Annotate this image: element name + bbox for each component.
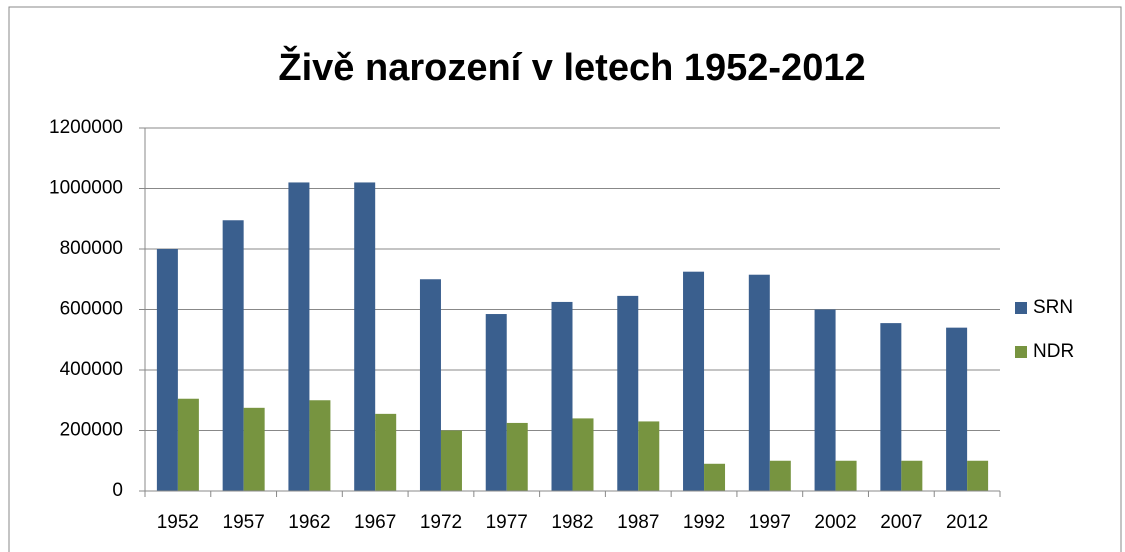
bar xyxy=(572,418,594,491)
bar xyxy=(967,460,989,491)
x-tick-label: 1992 xyxy=(683,512,725,533)
bar xyxy=(440,430,462,491)
bar xyxy=(835,460,857,491)
bar xyxy=(880,323,902,491)
bar xyxy=(704,463,726,491)
y-tick-label: 1000000 xyxy=(49,178,123,199)
x-tick-label: 2007 xyxy=(880,512,922,533)
bar xyxy=(506,422,528,491)
y-tick-label: 200000 xyxy=(60,420,123,441)
x-tick-label: 1952 xyxy=(157,512,199,533)
bar xyxy=(683,271,705,491)
chart-title: Živě narození v letech 1952-2012 xyxy=(278,45,865,89)
x-tick-label: 1972 xyxy=(420,512,462,533)
bar xyxy=(769,460,791,491)
y-tick-label: 400000 xyxy=(60,359,123,380)
y-tick-label: 800000 xyxy=(60,238,123,259)
x-tick-label: 1957 xyxy=(223,512,265,533)
bar xyxy=(222,220,244,491)
x-tick-label: 1962 xyxy=(288,512,330,533)
x-tick-label: 1997 xyxy=(749,512,791,533)
x-tick-label: 1967 xyxy=(354,512,396,533)
bar xyxy=(243,407,265,491)
bar xyxy=(748,274,770,491)
x-tick-label: 1982 xyxy=(551,512,593,533)
bar xyxy=(551,301,573,491)
x-tick-label: 2002 xyxy=(814,512,856,533)
bar xyxy=(946,327,968,491)
bar xyxy=(177,398,199,491)
bar xyxy=(354,182,376,491)
y-tick-label: 600000 xyxy=(60,299,123,320)
bar xyxy=(375,413,397,491)
x-tick-label: 2012 xyxy=(946,512,988,533)
y-tick-label: 0 xyxy=(112,480,123,501)
bar xyxy=(901,460,923,491)
x-tick-label: 1987 xyxy=(617,512,659,533)
bar xyxy=(419,279,441,491)
legend-label: NDR xyxy=(1033,341,1074,362)
bar xyxy=(617,295,639,491)
bar xyxy=(309,400,331,491)
bar xyxy=(638,421,660,491)
x-tick-label: 1977 xyxy=(486,512,528,533)
bar xyxy=(288,182,310,491)
legend-swatch xyxy=(1015,346,1027,358)
bar xyxy=(156,249,178,491)
y-tick-label: 1200000 xyxy=(49,117,123,138)
legend-label: SRN xyxy=(1033,297,1073,318)
bar xyxy=(814,309,836,491)
bar xyxy=(485,314,507,491)
legend-swatch xyxy=(1015,302,1027,314)
